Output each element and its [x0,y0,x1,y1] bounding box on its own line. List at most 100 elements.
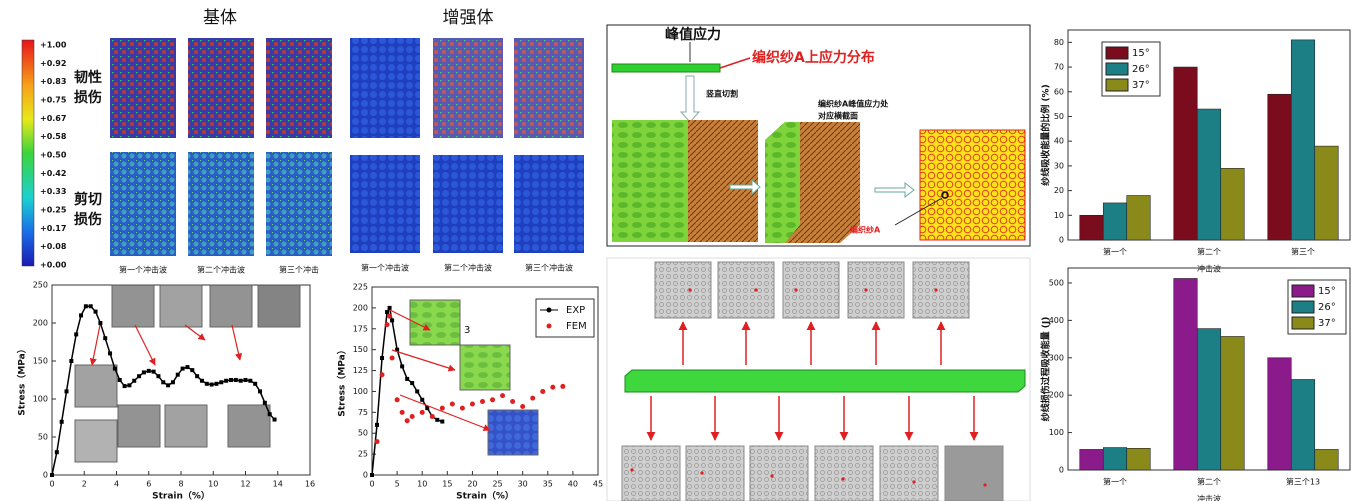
y-tick-label: 100 [33,395,48,404]
data-point [98,321,103,325]
x-tick-label: 35 [543,480,553,489]
data-point [137,374,142,379]
bar [1290,379,1316,471]
x-tick-label: 10 [208,480,218,489]
data-point [420,397,425,402]
data-point [400,364,405,369]
bar [1220,336,1245,471]
data-point [389,355,395,361]
data-point [380,356,385,361]
y-tick-label: 10 [1054,211,1064,220]
data-point [267,412,272,417]
y-tick-label: 250 [33,281,48,290]
column-label: 第一个冲击波 [119,265,167,275]
data-point [243,378,248,382]
data-point [404,418,410,424]
cross-section [919,129,1026,241]
data-point [166,383,171,388]
data-point [199,378,204,383]
label: 编织纱A峰值应力处 [818,99,889,109]
data-point [248,378,253,383]
row-label: 剪切 [74,191,102,208]
snapshot [685,445,745,501]
specimen-image [487,409,539,456]
legend-label: 15° [1318,286,1336,297]
data-point [180,366,185,371]
data-point [415,389,420,394]
data-point [204,381,209,386]
x-axis-label: 冲击波 [1197,494,1221,501]
data-point [469,401,475,407]
bar [1290,39,1316,241]
specimen-image [111,284,155,328]
data-point [425,406,430,411]
specimen-image [209,284,253,328]
simulation-image [433,38,503,138]
data-point [384,322,390,328]
x-tick-label: 2 [82,480,87,489]
point [688,288,692,292]
point [841,477,845,481]
legend-label: 26° [1318,302,1336,313]
snapshot [847,261,905,319]
data-point [219,380,224,385]
colorbar [21,39,35,267]
specimen-image [459,344,511,391]
data-point [439,405,445,411]
y-tick-label: 150 [353,345,368,354]
data-point [209,382,214,387]
colorbar-label: +0.75 [40,96,67,105]
y-tick-label: 0 [43,471,48,480]
point [770,474,774,478]
simulation-image [350,38,420,138]
x-tick-label: 第二个 [1197,247,1221,257]
snapshot [749,445,809,501]
pointer [894,197,943,226]
colorbar-label: +0.33 [40,187,66,196]
pointer [719,57,751,69]
point [864,288,868,292]
data-point [394,397,400,403]
bar [1126,448,1151,471]
y-tick-label: 150 [33,357,48,366]
specimen-image [164,404,208,448]
y-tick-label: 200 [1049,391,1064,400]
cube-image [765,122,800,243]
x-tick-label: 8 [178,480,183,489]
data-point [64,389,69,394]
data-point [79,313,84,318]
simulation-image [350,155,420,253]
simulation-image [514,155,584,253]
point [983,483,987,487]
snapshot [717,261,775,319]
x-tick-label: 14 [273,480,283,489]
x-axis-label: Strain（%） [456,491,514,501]
simulation-image [514,38,584,138]
y-tick-label: 300 [1049,353,1064,362]
data-point [228,378,233,382]
data-point [74,332,79,337]
data-point [429,414,435,420]
column-label: 第三个冲击波 [525,263,573,273]
pointer [184,324,206,341]
legend-swatch [1291,284,1315,298]
diagram-top: 峰值应力 编织纱A上应力分布 竖直切割 编织纱A峰值应力处 对应横截面 编织纱A [606,24,1031,247]
data-point [520,403,526,409]
bar [1173,66,1198,241]
legend-swatch [1105,46,1129,60]
snapshot [879,445,939,501]
arrow [729,178,761,196]
label: 编织纱A上应力分布 [752,49,875,66]
data-point [435,417,440,422]
snapshot [912,261,970,319]
data-point [112,366,117,371]
data-point [490,397,496,403]
y-tick-label: 125 [353,366,368,375]
pointer [231,324,243,361]
panel-title: 基体 [203,8,237,28]
y-tick-label: 25 [358,450,368,459]
x-tick-label: 25 [492,480,502,489]
x-tick-label: 第一个 [1103,477,1127,487]
label: 编织纱A [850,225,881,235]
specimen-image [74,364,118,408]
